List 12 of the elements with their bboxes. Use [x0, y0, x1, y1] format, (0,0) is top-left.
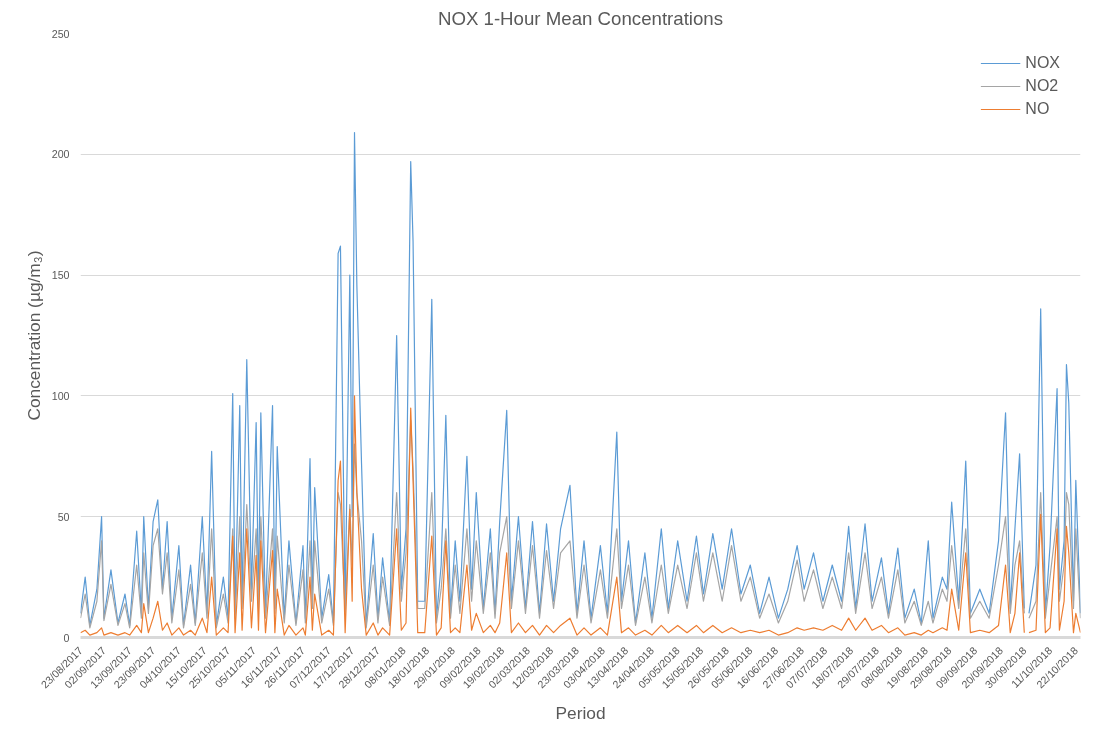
y-tick-label: 200 [51, 148, 70, 161]
y-tick-label: 0 [63, 631, 70, 644]
legend-label: NO2 [1025, 77, 1059, 95]
y-tick-label: 100 [51, 389, 70, 402]
y-axis-title: Concentration (µg/m₃) [23, 250, 44, 421]
x-axis-title: Period [555, 702, 606, 723]
y-tick-label: 250 [51, 27, 70, 40]
chart-title: NOX 1-Hour Mean Concentrations [437, 7, 724, 29]
legend-label: NO [1025, 100, 1050, 118]
legend-label: NOX [1025, 54, 1060, 72]
y-tick-label: 150 [51, 269, 70, 282]
y-tick-label: 50 [57, 510, 70, 523]
